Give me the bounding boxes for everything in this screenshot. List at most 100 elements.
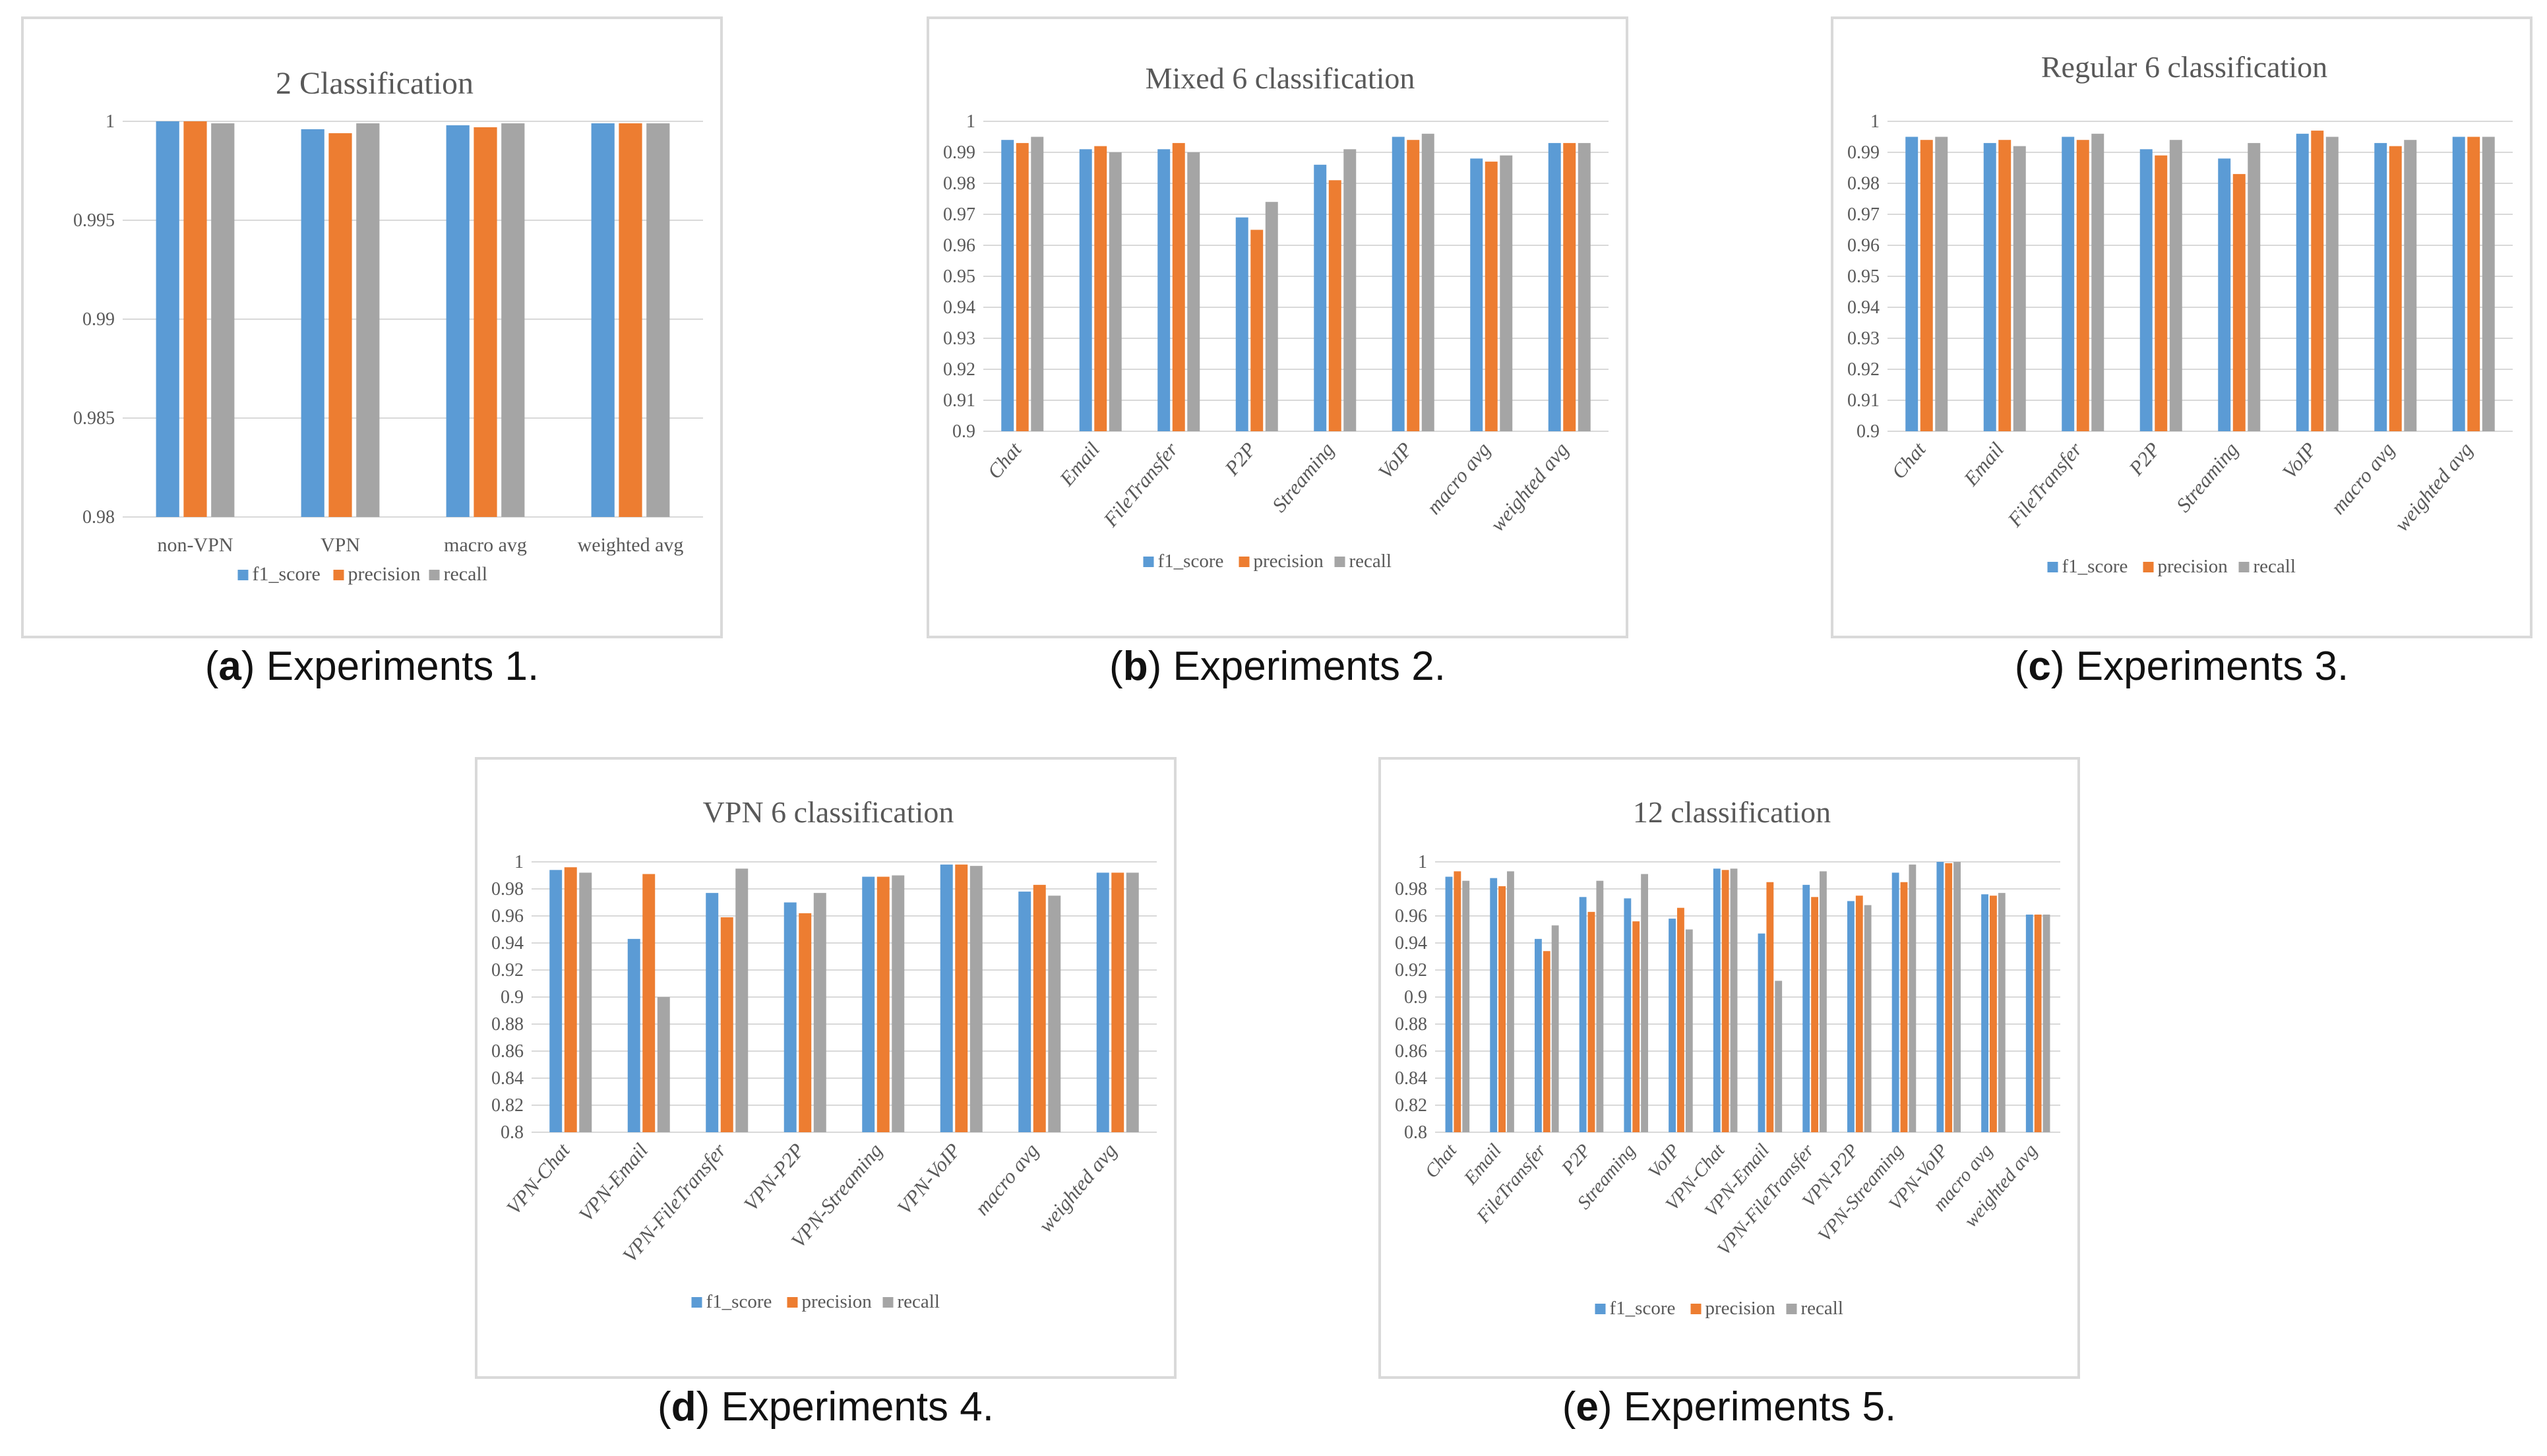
bar-precision [1016, 142, 1029, 431]
bar-f1_score [156, 121, 179, 517]
bar-f1_score [1079, 149, 1092, 432]
bar-precision [642, 874, 656, 1132]
bar-f1_score [2025, 914, 2033, 1132]
bar-precision [1721, 870, 1729, 1132]
bar-precision [2034, 914, 2042, 1132]
legend-swatch-f1_score [1595, 1304, 1606, 1314]
x-tick-label: VPN-P2P [739, 1139, 809, 1215]
x-tick-label: FileTransfer [1099, 437, 1183, 531]
caption-letter-e: e [1576, 1384, 1599, 1430]
bar-f1_score [301, 129, 324, 517]
bar-f1_score [549, 870, 563, 1132]
x-tick-label: Chat [983, 437, 1026, 483]
x-tick-label: VPN-VoIP [892, 1139, 965, 1219]
bar-f1_score [862, 876, 875, 1132]
bar-precision [2467, 136, 2480, 431]
y-tick-label: 0.92 [491, 960, 524, 981]
bar-recall [892, 875, 905, 1132]
y-tick-label: 0.98 [1847, 173, 1880, 194]
x-tick-label: weighted avg [578, 534, 684, 556]
caption-text-e: Experiments 5. [1623, 1384, 1897, 1430]
caption-text-c: Experiments 3. [2075, 644, 2349, 689]
x-tick-label: VPN-Chat [502, 1138, 575, 1219]
legend-swatch-recall [1786, 1304, 1797, 1314]
x-tick-label: weighted avg [1486, 438, 1574, 535]
bar-precision [1587, 911, 1595, 1132]
bar-f1_score [1891, 872, 1899, 1132]
y-tick-label: 1 [1870, 111, 1880, 132]
caption-e: (e) Experiments 5. [1562, 1384, 1897, 1430]
x-tick-label: VoIP [1644, 1140, 1684, 1182]
y-tick-label: 0.8 [501, 1122, 524, 1143]
chart-svg-c: Regular 6 classification 0.9 0.91 0.92 0.93 0… [1847, 50, 2513, 577]
bar-f1_score [2452, 136, 2465, 431]
caption-a: (a) Experiments 1. [204, 644, 539, 689]
legend-swatch-recall [882, 1297, 894, 1308]
y-tick-label: 0.93 [943, 328, 975, 349]
bar-f1_score [1096, 872, 1109, 1132]
bar-precision [876, 876, 890, 1132]
chart-svg-a: 2 Classification 0.98 0.985 0.99 0.995 1 non-V… [73, 66, 703, 585]
bar-precision [2076, 140, 2089, 431]
legend-label: precision [1254, 551, 1324, 572]
y-tick-label: 0.98 [943, 173, 975, 194]
legend-swatch-recall [2238, 562, 2250, 572]
legend-label: f1_score [253, 563, 321, 585]
bar-recall [1109, 152, 1122, 431]
bar-precision [1094, 146, 1107, 431]
bar-recall [1685, 929, 1693, 1132]
bar-precision [619, 123, 642, 517]
legend-swatch-precision [333, 570, 344, 580]
x-tick-label: FileTransfer [2003, 437, 2087, 531]
legend-swatch-precision [1239, 557, 1250, 567]
y-tick-label: 0.99 [1847, 142, 1880, 163]
bar-f1_score [591, 123, 615, 517]
bar-precision [2232, 173, 2246, 431]
bar-recall [2013, 146, 2026, 431]
y-tick-label: 0.92 [943, 359, 975, 380]
y-tick-label: 0.99 [82, 309, 115, 330]
y-tick-label: 0.9 [501, 987, 524, 1008]
bar-precision [1172, 142, 1185, 431]
bar-precision [1543, 951, 1550, 1132]
y-tick-label: 0.995 [73, 210, 115, 231]
chart-title: Mixed 6 classification [1146, 61, 1415, 95]
legend-label: recall [1349, 551, 1392, 572]
bar-recall [1641, 874, 1648, 1132]
y-tick-label: 0.91 [1847, 390, 1880, 411]
y-tick-label: 0.96 [1847, 235, 1880, 256]
y-tick-label: 0.86 [1395, 1041, 1427, 1062]
x-tick-label: Streaming [1268, 438, 1339, 516]
legend-label: f1_score [706, 1291, 772, 1312]
bar-f1_score [446, 125, 470, 517]
chart-svg-e: 12 classification 0.8 0.82 0.84 0.86 0.88 0.9 0… [1395, 795, 2060, 1319]
bar-precision [799, 913, 812, 1132]
y-tick-label: 0.9 [952, 421, 975, 442]
y-tick-label: 0.97 [1847, 204, 1880, 225]
bar-recall [211, 123, 235, 517]
bar-f1_score [627, 938, 640, 1132]
bar-recall [1820, 871, 1827, 1132]
legend-swatch-precision [787, 1297, 798, 1308]
y-tick-label: 0.96 [491, 906, 524, 926]
bar-precision [1563, 142, 1576, 431]
bar-recall [1048, 895, 1061, 1132]
bar-recall [356, 123, 380, 517]
bar-precision [1677, 907, 1684, 1132]
chart-title: Regular 6 classification [2041, 50, 2327, 84]
caption-letter-b: b [1122, 644, 1148, 689]
caption-letter-c: c [2028, 644, 2051, 689]
bar-precision [1498, 886, 1506, 1132]
legend-label: precision [1705, 1298, 1776, 1319]
y-tick-label: 1 [966, 111, 975, 132]
y-tick-label: 0.94 [1395, 933, 1427, 954]
bar-recall [1730, 868, 1738, 1132]
chart-svg-b: Mixed 6 classification 0.9 0.91 0.92 0.93 0.9… [943, 61, 1609, 572]
bar-recall [1500, 155, 1513, 431]
bar-f1_score [1669, 919, 1676, 1132]
bar-precision [1250, 229, 1264, 431]
bar-precision [1033, 884, 1046, 1132]
x-tick-label: weighted avg [1034, 1139, 1122, 1236]
caption-d: (d) Experiments 4. [658, 1384, 994, 1430]
bar-f1_score [783, 902, 797, 1132]
